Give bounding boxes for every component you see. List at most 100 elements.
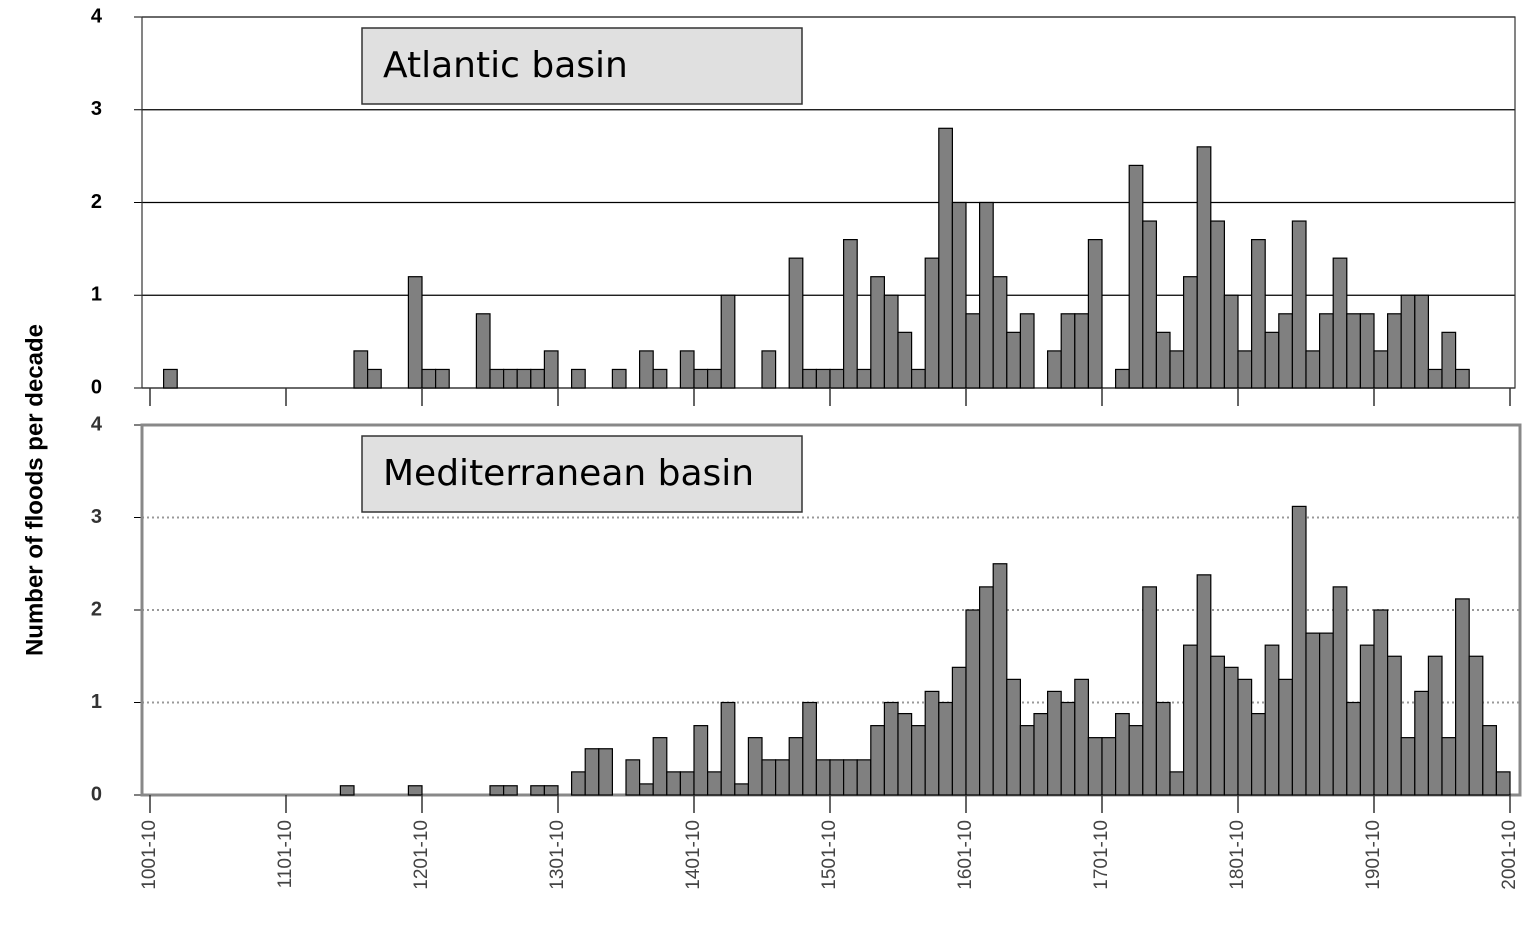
y-tick-label: 2 bbox=[91, 598, 102, 620]
bar bbox=[992, 276, 1008, 389]
bar bbox=[1264, 644, 1280, 796]
bar bbox=[163, 368, 178, 389]
chart-title: Mediterranean basin bbox=[383, 453, 754, 494]
bar bbox=[1278, 678, 1294, 796]
bar bbox=[1291, 505, 1307, 796]
bar bbox=[693, 725, 709, 796]
chart-title: Atlantic basin bbox=[383, 45, 628, 86]
bar bbox=[761, 350, 777, 389]
bar bbox=[870, 276, 885, 389]
bar bbox=[1414, 294, 1430, 389]
bar bbox=[1196, 146, 1212, 389]
y-tick-label: 1 bbox=[91, 691, 102, 713]
bar bbox=[1074, 313, 1090, 389]
bar bbox=[1373, 350, 1389, 389]
bar bbox=[638, 350, 654, 389]
x-tick-label: 1301-10 bbox=[547, 820, 568, 890]
bar bbox=[503, 368, 518, 389]
bar bbox=[1482, 725, 1498, 796]
x-tick-label: 1601-10 bbox=[955, 820, 976, 890]
bar bbox=[1087, 239, 1103, 389]
bar bbox=[1250, 712, 1266, 796]
y-tick-label: 3 bbox=[91, 98, 102, 120]
bar bbox=[475, 313, 491, 389]
bar bbox=[1291, 220, 1307, 389]
bar bbox=[1182, 276, 1198, 389]
y-tick-label: 4 bbox=[91, 5, 103, 27]
bar bbox=[1196, 574, 1212, 796]
bar bbox=[1495, 771, 1511, 796]
y-axis-label: Number of floods per decade bbox=[21, 324, 48, 656]
bar bbox=[570, 771, 586, 796]
bar bbox=[543, 785, 559, 796]
bar bbox=[1454, 368, 1470, 389]
bar bbox=[516, 368, 532, 389]
bar bbox=[1223, 294, 1239, 389]
bar bbox=[965, 609, 981, 796]
bar bbox=[1210, 220, 1226, 389]
bar bbox=[503, 785, 518, 796]
x-tick-label: 1001-10 bbox=[139, 820, 160, 890]
bar bbox=[1210, 655, 1226, 796]
bar bbox=[1019, 725, 1035, 796]
bar bbox=[1427, 368, 1443, 389]
bar bbox=[1033, 712, 1049, 796]
bar bbox=[1441, 737, 1457, 796]
bar bbox=[1346, 313, 1362, 389]
bar bbox=[1087, 737, 1103, 796]
bar bbox=[815, 368, 831, 389]
y-tick-label: 2 bbox=[91, 191, 102, 213]
bar bbox=[339, 785, 355, 796]
bar bbox=[435, 368, 450, 389]
bar bbox=[1359, 313, 1375, 389]
bar bbox=[421, 368, 437, 389]
bar bbox=[788, 257, 804, 389]
bar bbox=[679, 771, 695, 796]
bar bbox=[1346, 701, 1362, 796]
bar bbox=[951, 666, 967, 796]
x-tick-label: 1701-10 bbox=[1091, 820, 1112, 890]
bar bbox=[652, 368, 668, 389]
bar bbox=[720, 294, 736, 389]
bar bbox=[965, 313, 981, 389]
bar bbox=[1006, 331, 1021, 389]
y-tick-label: 0 bbox=[91, 376, 102, 398]
bar bbox=[978, 201, 994, 389]
bar bbox=[1400, 294, 1416, 389]
bar bbox=[1250, 239, 1266, 389]
bar bbox=[938, 701, 953, 796]
bar bbox=[842, 239, 858, 389]
bar bbox=[706, 368, 722, 389]
bar bbox=[543, 350, 559, 389]
bar bbox=[951, 201, 967, 389]
bar bbox=[897, 331, 913, 389]
bar bbox=[706, 771, 722, 796]
bar bbox=[1006, 678, 1021, 796]
bar bbox=[802, 368, 817, 389]
x-tick-label: 2001-10 bbox=[1499, 820, 1520, 890]
bar bbox=[1019, 313, 1035, 389]
bar bbox=[788, 737, 804, 796]
bar bbox=[1373, 609, 1389, 796]
bar bbox=[1155, 331, 1171, 389]
x-tick-label: 1401-10 bbox=[683, 820, 704, 890]
bar bbox=[598, 748, 613, 796]
bar bbox=[1318, 632, 1334, 796]
bar bbox=[1060, 313, 1076, 389]
bar bbox=[1332, 586, 1348, 796]
bar bbox=[1454, 598, 1470, 796]
bar bbox=[1400, 737, 1416, 796]
bar bbox=[1114, 712, 1130, 796]
bar bbox=[802, 701, 817, 796]
bar bbox=[1359, 644, 1375, 796]
bar bbox=[992, 563, 1008, 796]
title-box bbox=[361, 435, 803, 513]
bar bbox=[1046, 350, 1062, 389]
bar bbox=[856, 759, 872, 796]
bar bbox=[584, 748, 600, 796]
bar bbox=[353, 350, 369, 389]
bar bbox=[924, 690, 940, 796]
bar bbox=[1414, 690, 1430, 796]
bar bbox=[1060, 701, 1076, 796]
